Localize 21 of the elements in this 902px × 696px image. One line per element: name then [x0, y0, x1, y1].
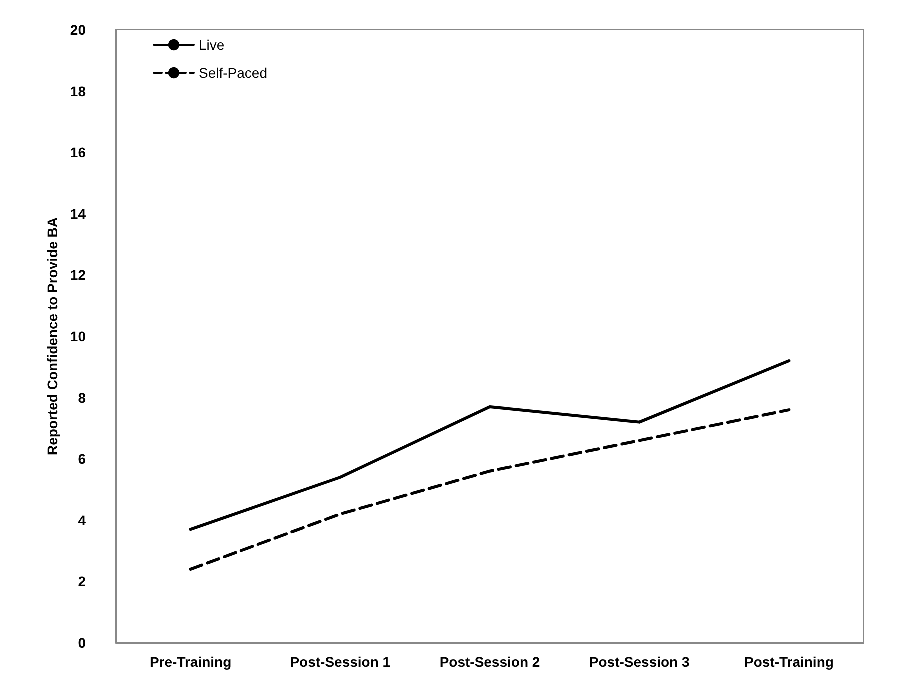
y-tick-label: 4	[78, 512, 86, 528]
y-tick-label: 6	[78, 451, 86, 468]
x-tick-label: Post-Session 1	[290, 654, 391, 670]
y-tick-label: 2	[78, 574, 86, 590]
y-axis-title: Reported Confidence to Provide BA	[44, 217, 61, 456]
x-tick-label: Post-Session 3	[589, 654, 690, 670]
y-tick-label: 20	[70, 22, 86, 38]
x-tick-label: Pre-Training	[150, 654, 232, 670]
x-tick-label: Post-Session 2	[440, 654, 540, 670]
y-tick-label: 8	[78, 390, 86, 406]
y-tick-label: 0	[78, 635, 86, 651]
legend-label: Self-Paced	[199, 65, 268, 81]
y-tick-label: 16	[70, 144, 86, 161]
y-tick-label: 12	[70, 267, 86, 284]
y-tick-label: 10	[70, 328, 86, 344]
x-tick-label: Post-Training	[744, 654, 834, 670]
line-series	[189, 408, 791, 571]
y-tick-label: 14	[70, 206, 86, 222]
legend-label: Live	[199, 37, 225, 53]
line-series	[189, 360, 791, 532]
y-tick-label: 18	[70, 83, 86, 100]
